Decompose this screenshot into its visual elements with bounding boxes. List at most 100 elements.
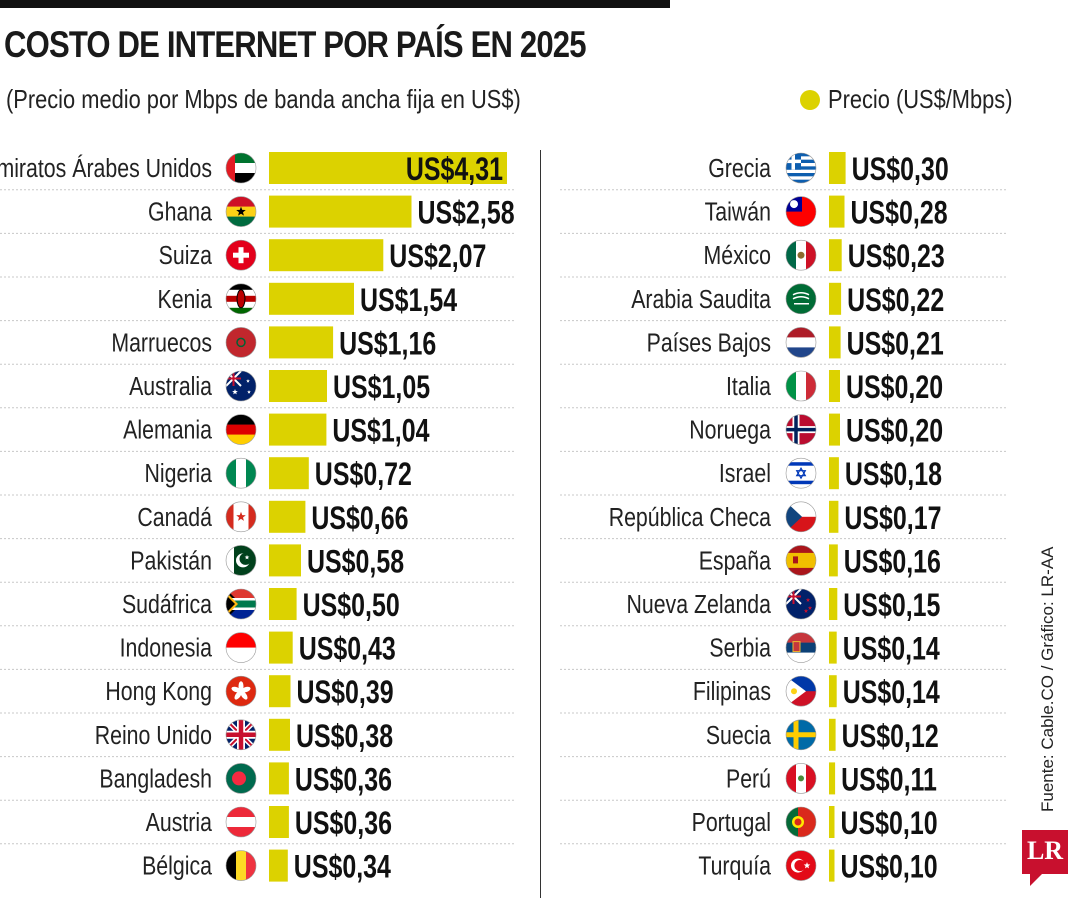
column-divider — [540, 150, 541, 898]
value-label: US$0,50 — [303, 588, 400, 624]
bar — [829, 849, 835, 882]
value-label: US$0,10 — [840, 850, 937, 886]
netherlands-flag-icon — [785, 327, 817, 358]
belgium-flag-icon — [225, 850, 257, 881]
bar — [269, 282, 354, 315]
country-label: Australia — [129, 372, 213, 402]
value-label: US$0,36 — [295, 806, 392, 842]
australia-flag-icon — [225, 370, 257, 402]
bar — [829, 457, 839, 490]
mexico-flag-icon — [785, 239, 817, 271]
bar — [269, 195, 412, 228]
bar — [269, 588, 297, 620]
bar — [269, 413, 327, 446]
morocco-flag-icon — [225, 327, 257, 358]
bar — [829, 631, 837, 664]
indonesia-flag-icon — [225, 632, 257, 663]
chart-row: Filipinas US$0,14 — [560, 675, 1008, 714]
bar — [829, 500, 839, 533]
value-label: US$0,36 — [295, 763, 392, 799]
new-zealand-flag-icon — [785, 588, 817, 620]
philippines-flag-icon — [785, 675, 817, 707]
country-label: Suecia — [706, 721, 772, 751]
value-label: US$0,16 — [844, 545, 941, 581]
country-label: Austria — [146, 808, 213, 838]
country-label: Emiratos Árabes Unidos — [0, 154, 212, 184]
norway-flag-icon — [785, 414, 817, 445]
bar — [269, 239, 384, 272]
country-label: Kenia — [157, 285, 212, 315]
country-label: Portugal — [692, 808, 771, 838]
country-label: Suiza — [159, 241, 213, 271]
bar — [829, 806, 835, 838]
value-label: US$0,15 — [843, 588, 940, 624]
chart-row: Reino Unido US$0,38 — [0, 718, 516, 758]
israel-flag-icon — [785, 457, 817, 489]
canada-flag-icon — [225, 501, 257, 533]
bar — [829, 195, 845, 228]
country-label: Marruecos — [111, 328, 212, 358]
value-label: US$1,16 — [339, 327, 436, 363]
country-label: Bélgica — [142, 852, 213, 882]
chart-row: Kenia US$1,54 — [0, 282, 516, 322]
legend: Precio (US$/Mbps) — [800, 84, 1048, 115]
south-africa-flag-icon — [225, 588, 257, 620]
hong-kong-flag-icon — [225, 675, 257, 707]
chart-row: México US$0,23 — [560, 239, 1008, 278]
spain-flag-icon — [785, 545, 817, 576]
country-label: Israel — [719, 459, 771, 489]
top-rule — [0, 0, 670, 8]
portugal-flag-icon — [785, 806, 817, 838]
chart-row: Pakistán US$0,58 — [0, 544, 516, 583]
chart-row: Suecia US$0,12 — [560, 718, 1008, 758]
czech-flag-icon — [785, 501, 817, 533]
country-label: Grecia — [708, 154, 771, 184]
bar — [829, 282, 842, 315]
value-label: US$0,10 — [840, 806, 937, 842]
chart-row: Marruecos US$1,16 — [0, 326, 516, 365]
bar — [829, 544, 838, 577]
chart-title: COSTO DE INTERNET POR PAÍS EN 2025 — [4, 24, 587, 65]
chart-subtitle: (Precio medio por Mbps de banda ancha fi… — [6, 84, 521, 114]
chart-row: Alemania US$1,04 — [0, 413, 516, 452]
country-label: Alemania — [123, 416, 213, 446]
country-label: República Checa — [609, 503, 772, 533]
value-label: US$2,07 — [389, 239, 486, 275]
chart-row: Serbia US$0,14 — [560, 631, 1008, 670]
chart-row: España US$0,16 — [560, 544, 1008, 583]
source-note: Fuente: Cable.CO / Gráfico: LR-AA — [1038, 546, 1057, 813]
nigeria-flag-icon — [225, 457, 257, 489]
chart-row: Países Bajos US$0,21 — [560, 326, 1008, 365]
value-label: US$0,14 — [843, 632, 940, 668]
chart-row: Indonesia US$0,43 — [0, 631, 516, 670]
lr-logo: LR — [1022, 830, 1068, 886]
bar — [269, 152, 507, 184]
country-label: Bangladesh — [99, 764, 212, 794]
chart-row: Noruega US$0,20 — [560, 413, 1008, 452]
value-label: US$0,34 — [294, 850, 391, 886]
country-label: España — [699, 546, 772, 576]
serbia-flag-icon — [785, 632, 817, 663]
uk-flag-icon — [225, 719, 257, 751]
chart-row: Sudáfrica US$0,50 — [0, 588, 516, 627]
country-label: Noruega — [689, 416, 771, 446]
kenya-flag-icon — [225, 283, 257, 315]
chart-row: Taiwán US$0,28 — [560, 195, 1008, 234]
greece-flag-icon — [785, 152, 817, 184]
country-label: Filipinas — [693, 677, 771, 707]
value-label: US$1,05 — [333, 370, 430, 406]
bar — [829, 370, 840, 402]
value-label: US$0,58 — [307, 545, 404, 581]
chart-row: Nueva Zelanda US$0,15 — [560, 588, 1008, 627]
chart-row: Perú US$0,11 — [560, 762, 1008, 801]
chart-row: Portugal US$0,10 — [560, 806, 1008, 845]
bar — [269, 544, 301, 577]
country-label: Serbia — [709, 634, 771, 664]
chart-row: Arabia Saudita US$0,22 — [560, 282, 1008, 322]
chart-row: Suiza US$2,07 — [0, 239, 516, 278]
bar — [269, 849, 288, 882]
country-label: Nueva Zelanda — [626, 590, 771, 620]
country-label: Pakistán — [130, 546, 212, 576]
value-label: US$0,20 — [846, 370, 943, 406]
